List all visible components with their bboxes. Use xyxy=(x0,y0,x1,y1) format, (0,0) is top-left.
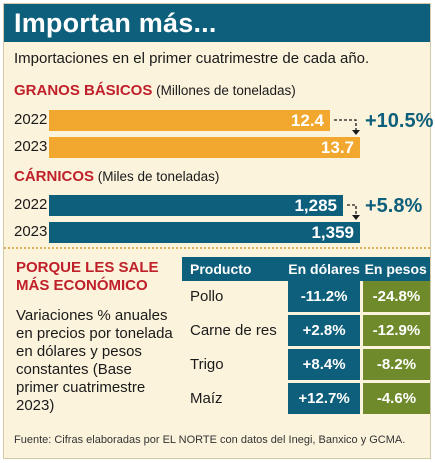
chart-subtitle: Importaciones en el primer cuatrimestre … xyxy=(14,50,370,67)
mxn-change-cell: -12.9% xyxy=(359,312,430,348)
meat-value-2023: 1,359 xyxy=(311,223,354,242)
product-cell: Pollo xyxy=(190,288,224,305)
mxn-change-cell: -8.2% xyxy=(359,346,430,382)
header-product: Producto xyxy=(182,257,287,281)
usd-change-cell: +12.7% xyxy=(285,380,362,414)
m-arrow-line xyxy=(347,204,357,216)
grains-change-label: +10.5% xyxy=(365,110,434,132)
source-note: Fuente: Cifras elaboradas por EL NORTE c… xyxy=(14,434,406,446)
grains-change-arrow xyxy=(334,119,360,135)
meat-change-arrow xyxy=(347,204,360,220)
grains-title-row: GRANOS BÁSICOS (Millones de toneladas) xyxy=(14,82,296,99)
imports-bar-section: Importaciones en el primer cuatrimestre … xyxy=(4,42,434,247)
product-cell: Maíz xyxy=(182,380,287,414)
mxn-change-cell: -24.8% xyxy=(359,281,430,314)
price-section: PORQUE LES SALE MÁS ECONÓMICO Variacione… xyxy=(4,249,430,458)
table-row: Maíz +12.7% -4.6% xyxy=(182,380,430,414)
table-row: Carne de res +2.8% -12.9% xyxy=(182,312,430,348)
g-arrow-line xyxy=(334,119,357,131)
mxn-change-cell: -4.6% xyxy=(359,380,430,414)
table-row: Trigo +8.4% -8.2% xyxy=(182,346,430,382)
g-arrow-head xyxy=(352,130,360,135)
meat-title-row: CÁRNICOS (Miles de toneladas) xyxy=(14,168,219,185)
meat-year-2023: 2023 xyxy=(14,223,48,240)
grains-title: GRANOS BÁSICOS xyxy=(14,82,153,99)
price-table: Producto En dólares En pesos Pollo -11.2… xyxy=(182,257,430,414)
meat-unit: (Miles de toneladas) xyxy=(97,169,220,184)
grains-bar-2022 xyxy=(49,110,330,131)
grains-bar-2023 xyxy=(49,137,360,158)
section-divider xyxy=(4,247,430,249)
meat-change-label: +5.8% xyxy=(365,195,423,217)
meat-value-2022: 1,285 xyxy=(294,196,337,215)
m-arrow-head xyxy=(352,215,360,220)
meat-year-2022: 2022 xyxy=(14,196,48,213)
infographic: Importan más... Importaciones en el prim… xyxy=(3,3,434,459)
usd-change-cell: -11.2% xyxy=(285,281,362,314)
price-title-line1: PORQUE LES SALE xyxy=(16,259,159,276)
grains-value-2023: 13.7 xyxy=(320,138,354,157)
grains-value-2022: 12.4 xyxy=(290,111,324,130)
table-header-row: Producto En dólares En pesos xyxy=(182,257,430,281)
price-description: Variaciones % anuales en precios por ton… xyxy=(16,307,173,414)
header-mxn: En pesos xyxy=(361,257,430,281)
grains-unit: (Millones de toneladas) xyxy=(156,83,296,98)
usd-change-cell: +8.4% xyxy=(285,346,362,382)
page-title: Importan más... xyxy=(4,4,430,42)
usd-change-cell: +2.8% xyxy=(285,312,362,348)
product-cell: Trigo xyxy=(182,346,287,382)
grains-year-2022: 2022 xyxy=(14,111,48,128)
price-section-title: PORQUE LES SALE MÁS ECONÓMICO xyxy=(16,259,159,295)
product-cell: Carne de res xyxy=(182,312,287,348)
table-row: Pollo -11.2% -24.8% xyxy=(182,281,430,314)
grains-year-2023: 2023 xyxy=(14,138,48,155)
price-title-line2: MÁS ECONÓMICO xyxy=(16,277,148,294)
meat-bar-2022 xyxy=(49,195,343,216)
header-usd: En dólares xyxy=(286,257,362,281)
meat-title: CÁRNICOS xyxy=(14,168,95,185)
meat-bar-2023 xyxy=(49,222,360,243)
